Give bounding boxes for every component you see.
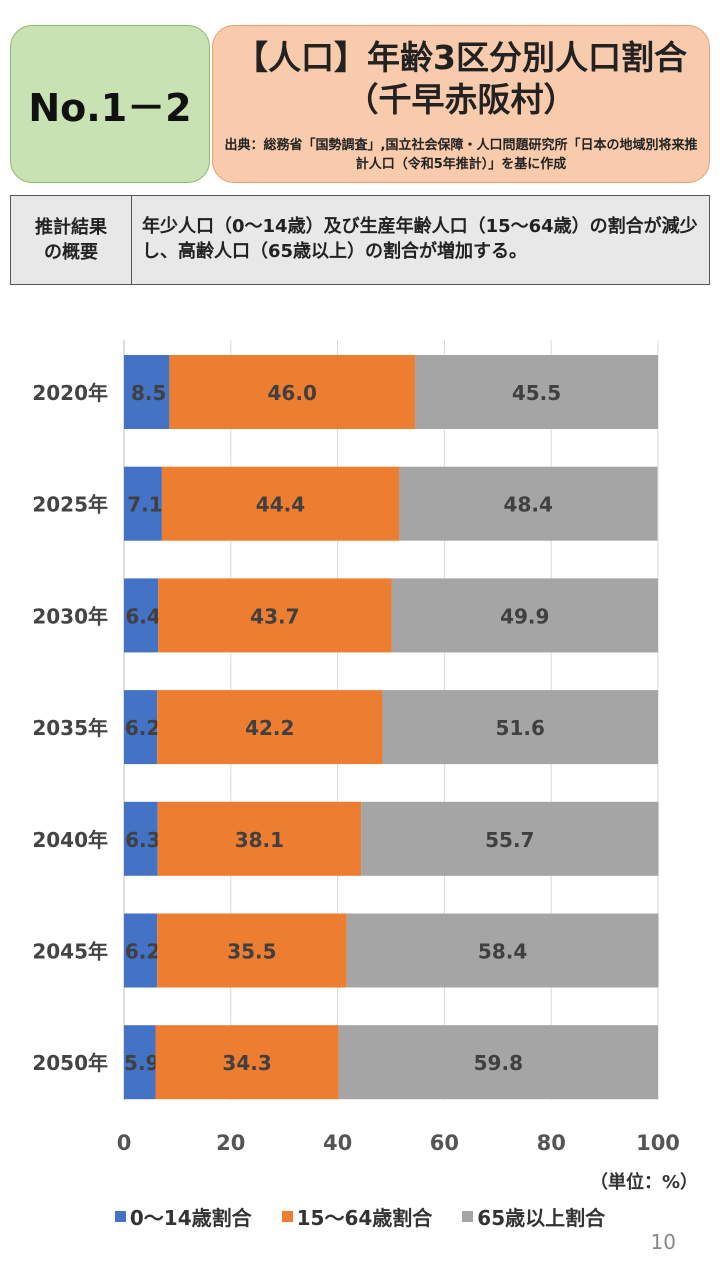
bar-segment bbox=[158, 578, 392, 653]
legend-label: 0～14歳割合 bbox=[129, 1206, 252, 1230]
bar-segment bbox=[346, 913, 659, 988]
data-label: 42.2 bbox=[245, 716, 294, 740]
category-label: 2040年 bbox=[32, 828, 108, 852]
data-label: 58.4 bbox=[478, 940, 527, 964]
legend-swatch bbox=[462, 1211, 474, 1222]
data-label: 5.9 bbox=[124, 1051, 159, 1075]
bar-segment bbox=[161, 466, 400, 541]
bar-segment bbox=[391, 578, 658, 653]
category-label: 2030年 bbox=[32, 604, 108, 628]
bar-segment bbox=[157, 801, 362, 876]
bar-segment bbox=[124, 466, 162, 541]
summary-table: 推計結果 の概要 年少人口（0～14歳）及び生産年齢人口（15～64歳）の割合が… bbox=[10, 195, 710, 285]
bar-segment bbox=[124, 801, 158, 876]
category-label: 2025年 bbox=[32, 493, 108, 517]
page-number: 10 bbox=[650, 1230, 676, 1254]
data-label: 45.5 bbox=[512, 381, 561, 405]
bar-segment bbox=[415, 355, 658, 429]
bar-segment bbox=[157, 690, 383, 765]
legend-label: 15～64歳割合 bbox=[296, 1206, 433, 1230]
data-label: 6.2 bbox=[125, 940, 160, 964]
category-label: 2045年 bbox=[32, 940, 108, 964]
data-label: 35.5 bbox=[227, 940, 276, 964]
bar-segment bbox=[361, 801, 659, 876]
data-label: 6.3 bbox=[125, 828, 160, 852]
x-tick-label: 100 bbox=[636, 1131, 680, 1155]
bar-segment bbox=[124, 355, 170, 429]
bar-segment bbox=[124, 913, 158, 988]
legend-swatch bbox=[281, 1211, 293, 1222]
source-note: 出典：総務省「国勢調査」,国立社会保障・人口問題研究所「日本の地域別将来推計人口… bbox=[224, 138, 698, 172]
data-label: 48.4 bbox=[504, 493, 553, 517]
bar-segment bbox=[124, 1025, 156, 1100]
bar-segment bbox=[155, 1025, 339, 1100]
bar-segment bbox=[338, 1025, 658, 1100]
legend-label: 65歳以上割合 bbox=[477, 1206, 606, 1230]
bar-segment bbox=[399, 466, 658, 541]
data-label: 43.7 bbox=[250, 604, 299, 628]
chart-legend: 0～14歳割合 15～64歳割合 65歳以上割合 bbox=[0, 1202, 720, 1231]
data-label: 46.0 bbox=[268, 381, 317, 405]
bar-segment bbox=[124, 690, 158, 765]
bar-segment bbox=[169, 355, 416, 429]
data-label: 34.3 bbox=[222, 1051, 271, 1075]
x-tick-label: 40 bbox=[323, 1131, 352, 1155]
data-label: 6.2 bbox=[125, 716, 160, 740]
data-label: 8.5 bbox=[131, 381, 166, 405]
legend-item: 0～14歳割合 bbox=[114, 1202, 252, 1231]
title-box: 【人口】年齢3区分別人口割合 （千早赤阪村） 出典：総務省「国勢調査」,国立社会… bbox=[212, 25, 710, 183]
data-label: 38.1 bbox=[235, 828, 284, 852]
title-line-2: （千早赤阪村） bbox=[345, 80, 577, 119]
data-label: 51.6 bbox=[496, 716, 545, 740]
legend-item: 65歳以上割合 bbox=[462, 1202, 605, 1231]
x-tick-label: 60 bbox=[430, 1131, 459, 1155]
x-tick-label: 0 bbox=[117, 1131, 132, 1155]
x-tick-label: 80 bbox=[537, 1131, 566, 1155]
summary-text: 年少人口（0～14歳）及び生産年齢人口（15～64歳）の割合が減少し、高齢人口（… bbox=[142, 216, 698, 262]
summary-label: 推計結果 の概要 bbox=[11, 196, 132, 284]
data-label: 55.7 bbox=[485, 828, 534, 852]
unit-label: （単位：%） bbox=[589, 1172, 698, 1193]
bar-segment bbox=[157, 913, 347, 988]
bar-segment bbox=[382, 690, 658, 765]
category-label: 2050年 bbox=[32, 1051, 108, 1075]
data-label: 7.1 bbox=[127, 493, 162, 517]
data-label: 6.4 bbox=[125, 604, 160, 628]
data-label: 49.9 bbox=[500, 604, 549, 628]
stacked-bar-chart: 0 20 40 60 80 100 2020年 8.5 46.0 45.5 2025年 7.1 44.4… bbox=[32, 340, 680, 1155]
legend-item: 15～64歳割合 bbox=[281, 1202, 433, 1231]
category-label: 2020年 bbox=[32, 381, 108, 405]
legend-swatch bbox=[114, 1211, 126, 1222]
data-label: 44.4 bbox=[256, 493, 305, 517]
x-tick-label: 20 bbox=[216, 1131, 245, 1155]
title-line-1: 【人口】年齢3区分別人口割合 bbox=[235, 38, 687, 77]
category-label: 2035年 bbox=[32, 716, 108, 740]
bar-segment bbox=[124, 578, 159, 653]
slide-number-box: No.1－2 bbox=[10, 25, 210, 183]
data-label: 59.8 bbox=[474, 1051, 523, 1075]
slide-number: No.1－2 bbox=[28, 85, 192, 130]
